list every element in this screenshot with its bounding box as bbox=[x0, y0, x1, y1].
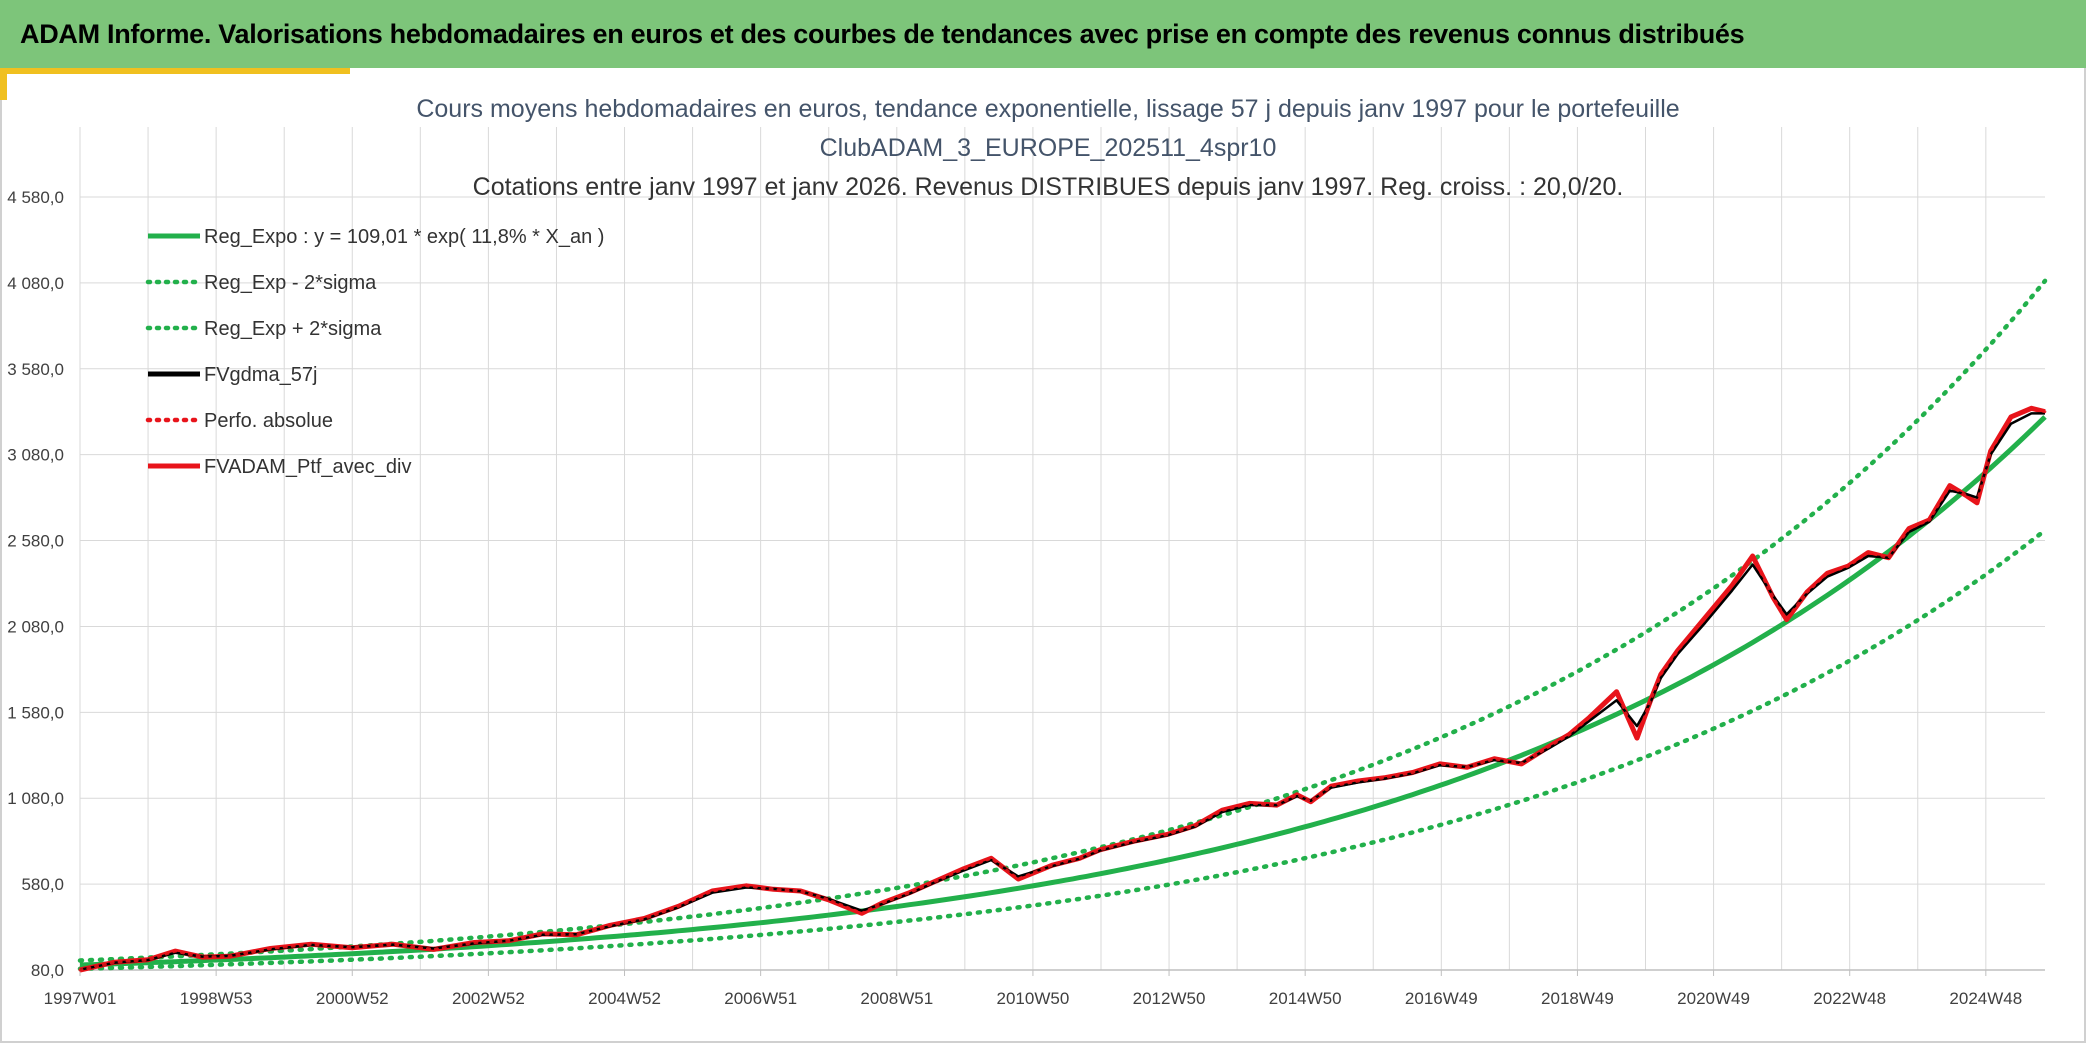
x-tick-label: 2010W50 bbox=[997, 989, 1070, 1008]
accent-bar-top bbox=[0, 68, 350, 74]
grid-layer bbox=[79, 127, 2045, 971]
chart-frame bbox=[0, 68, 2086, 1043]
x-tick-label: 2024W48 bbox=[1949, 989, 2022, 1008]
legend-label: FVADAM_Ptf_avec_div bbox=[204, 456, 412, 478]
y-tick-label: 1 580,0 bbox=[7, 703, 64, 722]
y-tick-label: 2 580,0 bbox=[7, 532, 64, 551]
y-tick-label: 80,0 bbox=[31, 961, 64, 980]
x-tick-label: 2004W52 bbox=[588, 989, 661, 1008]
y-tick-label: 1 080,0 bbox=[7, 789, 64, 808]
legend-label: Reg_Expo : y = 109,01 * exp( 11,8% * X_a… bbox=[204, 226, 604, 248]
accent-bar-left bbox=[0, 68, 7, 100]
series-reg-expo bbox=[79, 415, 2047, 968]
legend-label: Perfo. absolue bbox=[204, 410, 333, 432]
legend-label: FVgdma_57j bbox=[204, 364, 317, 386]
legend-label: Reg_Exp - 2*sigma bbox=[204, 272, 377, 294]
legend-label: Reg_Exp + 2*sigma bbox=[204, 318, 382, 340]
chart-title-line-3: Cotations entre janv 1997 et janv 2026. … bbox=[473, 173, 1624, 201]
chart-title: Cours moyens hebdomadaires en euros, ten… bbox=[416, 95, 1679, 201]
series-reg-exp-plus-2sigma bbox=[77, 278, 2048, 963]
series-fvgdma-57j bbox=[79, 412, 2045, 971]
chart-title-line-2: ClubADAM_3_EUROPE_202511_4spr10 bbox=[820, 134, 1277, 162]
header-banner: ADAM Informe. Valorisations hebdomadaire… bbox=[0, 0, 2086, 68]
banner-title: ADAM Informe. Valorisations hebdomadaire… bbox=[20, 18, 1745, 49]
x-tick-label: 2020W49 bbox=[1677, 989, 1750, 1008]
series-layer bbox=[77, 278, 2048, 973]
y-tick-label: 3 580,0 bbox=[7, 360, 64, 379]
x-tick-label: 2000W52 bbox=[316, 989, 389, 1008]
x-tick-label: 2016W49 bbox=[1405, 989, 1478, 1008]
x-tick-label: 2018W49 bbox=[1541, 989, 1614, 1008]
y-tick-label: 4 080,0 bbox=[7, 274, 64, 293]
x-tick-label: 2006W51 bbox=[724, 989, 797, 1008]
y-tick-label: 580,0 bbox=[21, 875, 64, 894]
y-tick-label: 3 080,0 bbox=[7, 446, 64, 465]
x-tick-label: 2002W52 bbox=[452, 989, 525, 1008]
series-perfo-absolue bbox=[78, 406, 2047, 972]
x-tick-label: 2012W50 bbox=[1133, 989, 1206, 1008]
x-tick-label: 1997W01 bbox=[44, 989, 117, 1008]
chart-title-line-1: Cours moyens hebdomadaires en euros, ten… bbox=[416, 95, 1679, 123]
series-fvadam-ptf-avec-div bbox=[79, 405, 2046, 973]
x-tick-label: 2022W48 bbox=[1813, 989, 1886, 1008]
y-tick-label: 4 580,0 bbox=[7, 188, 64, 207]
y-tick-label: 2 080,0 bbox=[7, 617, 64, 636]
x-tick-label: 2008W51 bbox=[860, 989, 933, 1008]
series-reg-exp-minus-2sigma bbox=[77, 528, 2048, 972]
axis-layer: 80,0 580,0 1 080,0 1 580,0 2 080,0 2 580,0 3 0… bbox=[7, 188, 2045, 1008]
legend: Reg_Expo : y = 109,01 * exp( 11,8% * X_a… bbox=[145, 226, 604, 478]
x-tick-label: 2014W50 bbox=[1269, 989, 1342, 1008]
x-tick-label: 1998W53 bbox=[180, 989, 253, 1008]
